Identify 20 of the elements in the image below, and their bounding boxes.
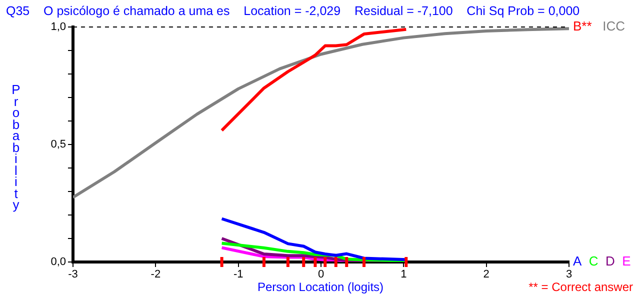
x-tick-label: 0 bbox=[318, 268, 324, 281]
x-tick-label: 1 bbox=[400, 268, 407, 281]
text: Probability bbox=[12, 82, 20, 212]
x-axis-title: Person Location (logits) bbox=[257, 280, 384, 294]
y-tick-label: 1,0 bbox=[50, 21, 66, 34]
x-tick-label: -2 bbox=[150, 268, 161, 281]
x-tick-label: -3 bbox=[68, 268, 78, 281]
y-tick-label: 0,0 bbox=[50, 256, 66, 268]
text: ICC bbox=[602, 18, 626, 34]
x-tick-label: -1 bbox=[233, 268, 244, 281]
text: ** = Correct answer bbox=[528, 280, 633, 294]
text: E bbox=[622, 254, 632, 269]
y-tick-label: 0,5 bbox=[50, 138, 66, 151]
text: C bbox=[588, 254, 598, 269]
text: B** bbox=[573, 18, 592, 34]
chart-title: Q35 O psicólogo é chamado a uma es Location = -2,029 Residual = -7,100 Chi Sq Prob = 0,000 bbox=[6, 4, 580, 18]
x-tick-label: 3 bbox=[566, 268, 572, 281]
x-tick-label: 2 bbox=[483, 268, 490, 281]
text: A bbox=[573, 254, 582, 269]
text: D bbox=[606, 254, 615, 269]
